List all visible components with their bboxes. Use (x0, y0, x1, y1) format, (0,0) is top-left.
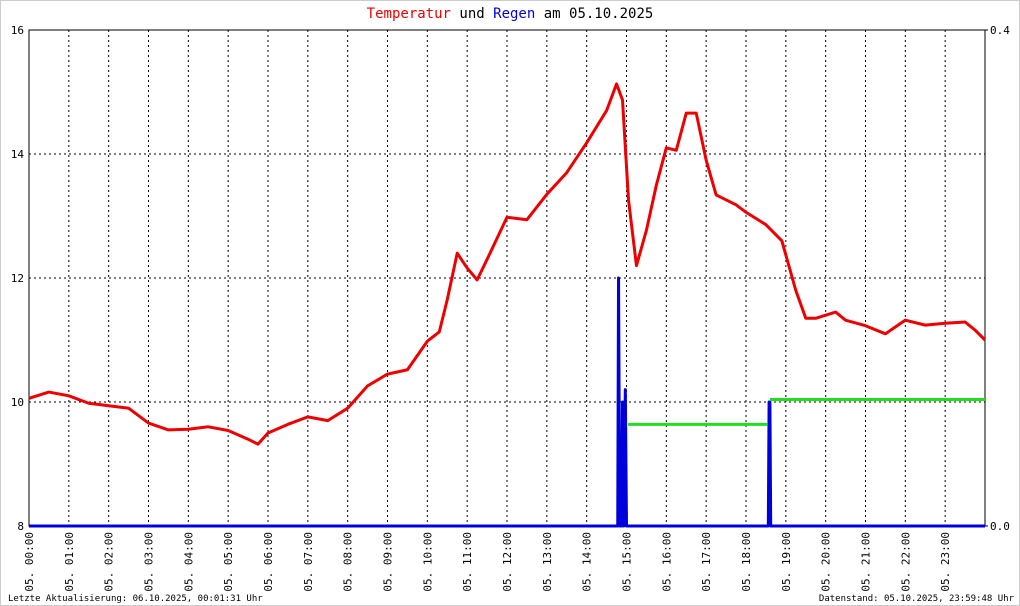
x-tick-label: 05. 14:00 (581, 532, 594, 592)
x-tick-label: 05. 15:00 (621, 532, 634, 592)
x-tick-label: 05. 02:00 (103, 532, 116, 592)
series-line (29, 276, 985, 528)
title-part: und (459, 6, 484, 22)
series-line (28, 82, 987, 446)
y-tick-label: 8 (17, 520, 24, 533)
x-tick-label: 05. 16:00 (660, 532, 673, 592)
x-tick-label: 05. 12:00 (501, 532, 514, 592)
y-tick-label: 12 (11, 272, 24, 285)
title-part: am 05.10.2025 (544, 6, 654, 22)
x-tick-label: 05. 09:00 (382, 532, 395, 592)
x-tick-label: 05. 21:00 (860, 532, 873, 592)
y-tick-label: 10 (11, 396, 24, 409)
x-tick-label: 05. 04:00 (182, 532, 195, 592)
y-tick-label: 16 (11, 24, 24, 37)
y2-tick-label: 0.4 (990, 24, 1010, 37)
series-line (628, 398, 985, 426)
x-tick-label: 05. 11:00 (461, 532, 474, 592)
x-tick-label: 05. 06:00 (262, 532, 275, 592)
x-tick-label: 05. 07:00 (302, 532, 315, 592)
x-tick-label: 05. 23:00 (939, 532, 952, 592)
x-tick-label: 05. 17:00 (700, 532, 713, 592)
x-tick-label: 05. 20:00 (820, 532, 833, 592)
title-rain: Regen (493, 6, 535, 22)
x-tick-label: 05. 00:00 (23, 532, 36, 592)
footer-right: Datenstand: 05.10.2025, 23:59:48 Uhr (819, 594, 1015, 604)
footer-left: Letzte Aktualisierung: 06.10.2025, 00:01… (8, 594, 263, 604)
x-tick-label: 05. 18:00 (740, 532, 753, 592)
x-tick-label: 05. 05:00 (222, 532, 235, 592)
x-tick-label: 05. 08:00 (342, 532, 355, 592)
y2-tick-label: 0.0 (990, 520, 1010, 533)
x-tick-label: 05. 22:00 (899, 532, 912, 592)
y-tick-label: 14 (11, 148, 25, 161)
x-tick-label: 05. 13:00 (541, 532, 554, 592)
x-tick-label: 05. 10:00 (421, 532, 434, 592)
title-temperature: Temperatur (367, 6, 451, 22)
x-tick-label: 05. 19:00 (780, 532, 793, 592)
chart-title: Temperatur und Regen am 05.10.2025 (367, 6, 654, 22)
x-tick-label: 05. 03:00 (143, 532, 156, 592)
x-tick-label: 05. 01:00 (63, 532, 76, 592)
